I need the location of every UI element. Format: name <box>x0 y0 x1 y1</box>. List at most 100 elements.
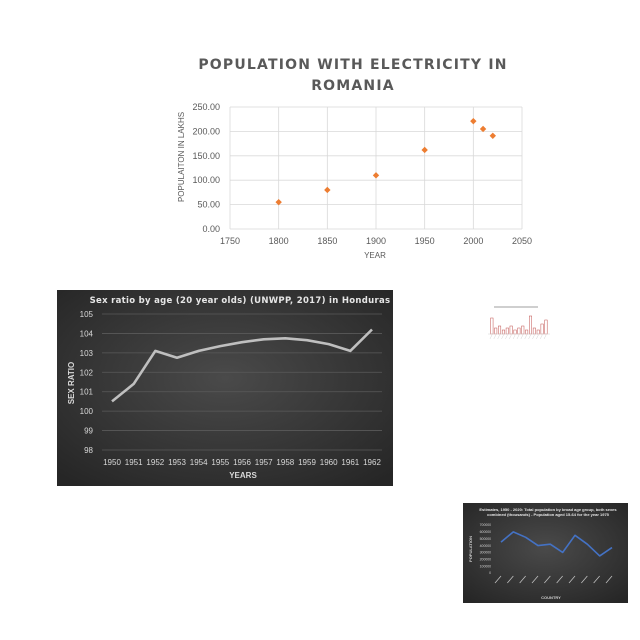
x-tick-label: 1955 <box>211 458 229 467</box>
line-chart-honduras: Sex ratio by age (20 year olds) (UNWPP, … <box>57 290 393 486</box>
x-tick-label: 1961 <box>341 458 359 467</box>
x-tick-label: 1960 <box>320 458 338 467</box>
x-tick-mark <box>543 334 547 340</box>
x-tick-label: 1750 <box>220 236 240 246</box>
y-axis-label: POPULAITON IN LAKHS <box>177 112 186 202</box>
chart-title-line-1: POPULATION WITH ELECTRICITY IN <box>198 57 507 73</box>
y-tick-label: 0.00 <box>202 224 220 234</box>
x-tick-mark <box>493 334 496 340</box>
y-tick-label: 400000 <box>480 544 491 548</box>
data-point <box>470 117 477 125</box>
x-tick-label: 1958 <box>276 458 294 467</box>
x-tick-label: 1800 <box>269 236 289 246</box>
x-axis-label: YEARS <box>229 471 257 480</box>
x-axis-ticks <box>489 334 547 340</box>
x-tick-mark <box>605 575 613 584</box>
x-tick-label: 1954 <box>190 458 208 467</box>
y-axis-label: POPULATION <box>468 536 473 562</box>
y-tick-label: 98 <box>84 446 93 455</box>
scatter-chart-romania: POPULATION WITH ELECTRICITY IN ROMANIA 0… <box>177 57 532 260</box>
x-tick-label: 1950 <box>415 236 435 246</box>
bar-chart-thumbnail <box>478 300 554 350</box>
y-tick-label: 500000 <box>480 537 491 541</box>
x-tick-label: 1956 <box>233 458 251 467</box>
x-tick-mark <box>516 334 520 340</box>
x-tick-label: 1950 <box>103 458 121 467</box>
x-tick-mark <box>536 334 539 340</box>
x-tick-label: 1957 <box>255 458 273 467</box>
x-axis-label: YEAR <box>364 251 386 260</box>
y-tick-label: 100000 <box>480 564 491 568</box>
y-tick-label: 50.00 <box>197 200 220 210</box>
data-point <box>421 146 428 154</box>
y-tick-label: 105 <box>80 310 94 319</box>
x-tick-mark <box>581 575 588 584</box>
chart-title-line-2: combined (thousands) - Population aged 1… <box>487 512 610 517</box>
x-tick-mark <box>520 334 524 340</box>
x-tick-label: 2000 <box>463 236 483 246</box>
x-axis-ticks: 1750 1800 1850 1900 1950 2000 2050 <box>220 236 532 246</box>
x-tick-label: 1952 <box>146 458 164 467</box>
x-tick-label: 1959 <box>298 458 316 467</box>
y-tick-label: 300000 <box>480 551 491 555</box>
y-tick-label: 0 <box>489 571 491 575</box>
x-tick-mark <box>532 334 535 340</box>
y-tick-label: 200000 <box>480 557 491 561</box>
y-tick-label: 100 <box>80 407 94 416</box>
x-tick-mark <box>593 575 600 584</box>
gridlines <box>102 313 382 451</box>
y-axis-label: SEX RATIO <box>67 362 76 405</box>
y-tick-label: 103 <box>80 349 94 358</box>
x-tick-mark <box>531 575 539 584</box>
series-line <box>500 531 613 557</box>
x-tick-label: 1850 <box>317 236 337 246</box>
x-tick-mark <box>509 334 512 340</box>
y-tick-label: 100.00 <box>192 175 220 185</box>
y-axis-ticks: 0 100000 200000 300000 400000 500000 600000 700… <box>480 523 491 575</box>
x-tick-label: 1953 <box>168 458 186 467</box>
data-point <box>275 198 282 206</box>
data-line <box>500 531 613 557</box>
y-tick-label: 101 <box>80 388 94 397</box>
x-tick-mark <box>568 575 576 584</box>
x-tick-label: 1951 <box>125 458 143 467</box>
data-point <box>372 172 380 179</box>
y-tick-label: 250.00 <box>192 102 220 112</box>
x-tick-mark <box>507 575 514 584</box>
y-tick-label: 99 <box>84 427 93 436</box>
chart-title-line-1: Estimates, 1950 - 2020: Total population… <box>479 507 617 512</box>
x-tick-mark <box>524 334 527 340</box>
chart-title-line-2: ROMANIA <box>311 78 395 94</box>
chart-background <box>57 290 393 486</box>
x-tick-mark <box>501 334 504 340</box>
x-tick-mark <box>544 575 551 584</box>
y-tick-label: 200.00 <box>192 126 220 136</box>
chart-title: Sex ratio by age (20 year olds) (UNWPP, … <box>90 296 391 306</box>
x-tick-mark <box>540 334 543 340</box>
data-point <box>489 132 496 139</box>
x-tick-label: 1900 <box>366 236 386 246</box>
y-tick-label: 150.00 <box>192 151 220 161</box>
x-tick-mark <box>494 575 502 584</box>
gridlines <box>229 106 523 230</box>
x-tick-mark <box>512 334 516 340</box>
x-tick-mark <box>528 334 531 340</box>
x-tick-label: 1962 <box>363 458 381 467</box>
x-axis-label: COUNTRY <box>541 595 561 600</box>
x-tick-mark <box>497 334 500 340</box>
data-line <box>111 328 373 403</box>
y-axis-ticks: 98 99 100 101 102 103 104 105 <box>80 310 94 455</box>
y-tick-label: 102 <box>80 368 94 377</box>
x-axis-ticks: 1950 1951 1952 1953 1954 1955 1956 1957 1958 1959… <box>103 458 381 467</box>
line-chart-population-thumbnail: Estimates, 1950 - 2020: Total population… <box>463 503 628 603</box>
chart-title-mark <box>494 306 538 308</box>
x-tick-mark <box>519 575 526 584</box>
y-tick-label: 700000 <box>480 523 491 527</box>
x-axis-ticks <box>494 575 613 584</box>
x-tick-mark <box>505 334 508 340</box>
series-line <box>111 328 373 403</box>
y-tick-label: 104 <box>80 329 94 338</box>
y-axis-ticks: 0.00 50.00 100.00 150.00 200.00 250.00 <box>192 102 220 234</box>
x-tick-label: 2050 <box>512 236 532 246</box>
y-tick-label: 600000 <box>480 530 491 534</box>
